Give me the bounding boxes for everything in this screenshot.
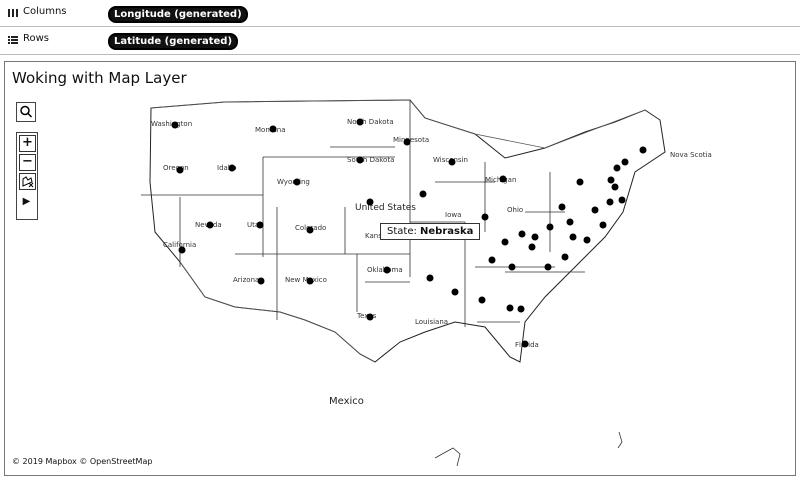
zoom-out-button[interactable]: −	[19, 154, 36, 171]
label-louisiana: Louisiana	[415, 318, 448, 326]
tooltip-key: State:	[387, 226, 417, 237]
label-texas: Texas	[356, 312, 377, 320]
label-mexico: Mexico	[329, 396, 364, 407]
label-idaho: Idaho	[217, 164, 237, 172]
label-california: California	[163, 241, 196, 249]
longitude-pill[interactable]: Longitude (generated)	[108, 6, 248, 23]
label-north-dakota: North Dakota	[347, 118, 394, 126]
rows-label: Rows	[23, 33, 50, 44]
map-zoom-controls: + − ▶	[16, 132, 38, 220]
search-icon	[20, 105, 33, 118]
island-shape-2	[617, 431, 623, 449]
map-attribution[interactable]: © 2019 Mapbox © OpenStreetMap	[12, 457, 153, 466]
label-nova-scotia: Nova Scotia	[670, 151, 712, 159]
pan-select-icon	[22, 176, 34, 188]
state-points	[171, 118, 647, 348]
label-arizona: Arizona	[233, 276, 259, 284]
rows-shelf: Rows Latitude (generated)	[0, 27, 800, 55]
label-country: United States	[355, 203, 416, 213]
zoom-in-button[interactable]: +	[19, 135, 36, 152]
label-iowa: Iowa	[445, 211, 461, 219]
us-map[interactable]: Washington Montana North Dakota South Da…	[5, 62, 795, 475]
columns-icon	[8, 9, 18, 17]
island-shape	[434, 447, 461, 467]
label-washington: Washington	[151, 120, 192, 128]
expand-toolbar-button[interactable]: ▶	[22, 196, 31, 207]
label-oregon: Oregon	[163, 164, 189, 172]
tooltip-value: Nebraska	[420, 226, 474, 237]
viz-title: Woking with Map Layer	[12, 69, 187, 87]
columns-label: Columns	[23, 6, 67, 17]
label-south-dakota: South Dakota	[347, 156, 394, 164]
map-view[interactable]: Woking with Map Layer	[4, 61, 796, 476]
label-new-mexico: New Mexico	[285, 276, 327, 284]
latitude-pill[interactable]: Latitude (generated)	[108, 33, 239, 50]
canada-border	[150, 99, 646, 149]
label-minnesota: Minnesota	[393, 136, 429, 144]
columns-shelf: Columns Longitude (generated)	[0, 0, 800, 27]
rows-icon	[8, 36, 18, 44]
state-borders	[141, 100, 585, 327]
pan-select-button[interactable]	[19, 173, 36, 190]
mexico-border	[179, 261, 376, 363]
label-kansas: Kansas	[365, 232, 390, 240]
label-wyoming: Wyoming	[277, 178, 310, 186]
label-ohio: Ohio	[507, 206, 523, 214]
state-tooltip: State: Nebraska	[380, 223, 481, 240]
map-search-button[interactable]	[16, 102, 36, 122]
label-utah: Utah	[247, 221, 264, 229]
